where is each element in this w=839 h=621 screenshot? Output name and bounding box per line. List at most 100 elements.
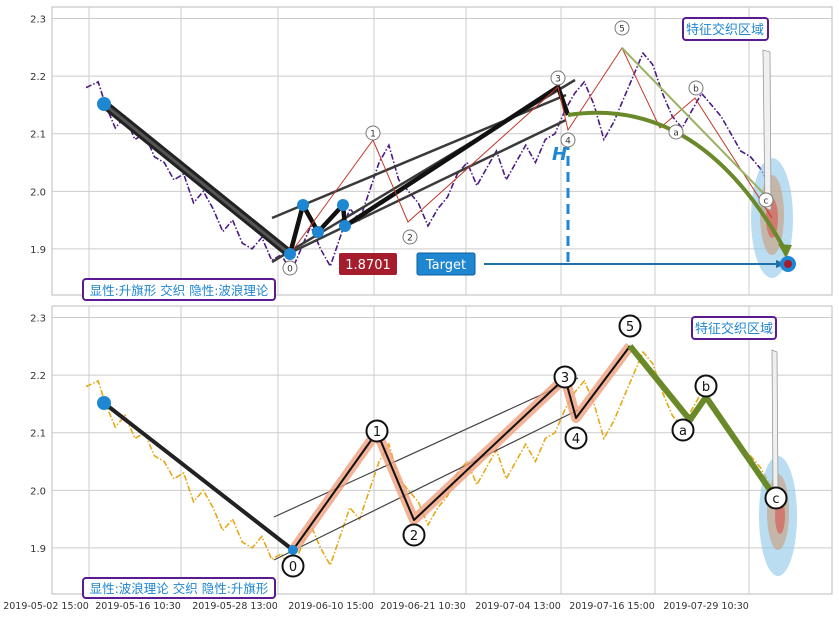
bottom-wave-circle-4: [564, 426, 588, 450]
bottom-dot-start: [97, 396, 111, 410]
top-panel: 1.9 2.0 2.1 2.2 2.3 H: [30, 6, 833, 301]
x-axis-ticks: 2019-05-02 15:00 2019-05-16 10:30 2019-05-…: [3, 601, 749, 612]
bottom-flagpole: [102, 401, 295, 552]
bottom-wave-label-b: b: [702, 380, 710, 395]
top-dot-d: [339, 220, 351, 232]
top-dot-a: [297, 199, 309, 211]
top-ytick-label-3: 2.2: [30, 72, 46, 83]
bottom-ytick-label-4: 2.3: [30, 314, 46, 325]
top-channel-mid: [289, 118, 567, 255]
top-wave-label-1: 1: [370, 130, 376, 140]
bottom-wave-label-1: 1: [373, 425, 381, 440]
top-wave-thin: [289, 46, 773, 255]
bottom-ytick-label-0: 1.9: [30, 544, 46, 555]
bottom-zone-text: 特征交织区域: [695, 321, 773, 337]
top-ytick-label-4: 2.3: [30, 15, 46, 26]
top-zone-text: 特征交织区域: [686, 22, 764, 38]
x-tick-label-4: 2019-06-21 10:30: [380, 601, 466, 612]
top-wave-label-3: 3: [555, 75, 561, 85]
top-wave-label-2: 2: [407, 234, 413, 244]
bottom-ytick-label-1: 2.0: [30, 486, 46, 497]
bottom-wave-label-c: c: [772, 492, 779, 507]
bottom-channel-lower: [273, 409, 579, 561]
top-dot-b: [312, 226, 324, 238]
top-wave-label-5: 5: [619, 25, 625, 35]
top-wave-circle-c: [758, 192, 774, 208]
bottom-plot-frame: [51, 305, 833, 595]
bottom-wave-circle-0: [281, 554, 305, 578]
top-price-tag-text: 1.8701: [345, 258, 391, 273]
top-wave-circle-a: [668, 124, 684, 140]
top-projection-arc: [567, 110, 788, 253]
top-ytick-label-1: 2.0: [30, 187, 46, 198]
bottom-grid: [52, 306, 832, 594]
top-wave-circle-4: [560, 132, 576, 148]
bottom-wave-circle-3: [553, 365, 577, 389]
top-target-dot-core: [784, 260, 792, 268]
top-dot-0: [284, 248, 296, 260]
bottom-wave-label-2: 2: [410, 529, 418, 544]
x-tick-label-0: 2019-05-02 15:00: [3, 601, 89, 612]
bottom-wave-circle-c: [764, 486, 788, 510]
top-ytick-label-2: 2.1: [30, 130, 46, 141]
bottom-corrective-line: [627, 344, 773, 492]
bottom-wave-labels: 0 1 2 3 4 5 a b c: [281, 314, 788, 578]
bottom-wave-circle-5: [618, 314, 642, 338]
top-wave-label-0: 0: [287, 265, 293, 275]
bottom-ytick-label-2: 2.1: [30, 429, 46, 440]
top-price-series: [85, 51, 771, 274]
x-tick-label-3: 2019-06-10 15:00: [288, 601, 374, 612]
bottom-zone-box: [691, 316, 777, 340]
bottom-panel: 1.9 2.0 2.1 2.2 2.3 0 1 2 3 4 5 a b c 特征交织区域 显性:波浪理论…: [30, 305, 833, 599]
bottom-wave-label-5: 5: [626, 320, 634, 335]
bottom-pattern-text: 显性:波浪理论 交织 隐性:升旗形: [90, 581, 269, 596]
top-flagpole-inner: [102, 102, 292, 256]
bottom-wave-circle-b: [694, 374, 718, 398]
top-wave-circle-0: [282, 260, 298, 276]
top-wave-circle-3: [550, 70, 566, 86]
top-grid: [52, 7, 832, 295]
top-wave-circle-1: [365, 125, 381, 141]
top-wave-label-4: 4: [565, 137, 571, 147]
x-tick-label-6: 2019-07-16 15:00: [569, 601, 655, 612]
bottom-wave-label-a: a: [679, 424, 687, 439]
top-target-button: [416, 252, 476, 276]
bottom-ytick-label-3: 2.2: [30, 371, 46, 382]
x-tick-label-1: 2019-05-16 10:30: [95, 601, 181, 612]
top-wave-circle-5: [614, 20, 630, 36]
bottom-pattern-box: [82, 577, 276, 599]
top-price-line: [85, 51, 771, 274]
top-y-ticks: 1.9 2.0 2.1 2.2 2.3: [30, 15, 46, 256]
top-arc-arrowhead: [778, 244, 792, 258]
top-wave-label-b: b: [693, 85, 699, 95]
top-wave-circle-b: [688, 80, 704, 96]
top-zone-box: [682, 17, 769, 41]
bottom-wave-label-0: 0: [289, 560, 297, 575]
x-tick-label-5: 2019-07-04 13:00: [475, 601, 561, 612]
top-wave-5-line: [621, 47, 771, 201]
bottom-price-series: [85, 350, 771, 573]
top-wave-labels: 0 1 2 3 4 5 b a c: [282, 20, 774, 276]
top-ytick-label-0: 1.9: [30, 245, 46, 256]
top-pivot-dots: [97, 97, 351, 260]
bottom-zone-pointer: [771, 349, 779, 491]
top-zone-pointer: [762, 49, 772, 211]
bottom-wave-label-4: 4: [572, 432, 580, 447]
top-h-label: H: [552, 144, 567, 165]
top-pattern-text: 显性:升旗形 交织 隐性:波浪理论: [90, 283, 269, 298]
bottom-y-ticks: 1.9 2.0 2.1 2.2 2.3: [30, 314, 46, 555]
top-dot-c: [337, 199, 349, 211]
bottom-impulse-line: [292, 345, 631, 551]
bottom-wave-circle-2: [402, 523, 426, 547]
top-target-text: Target: [425, 258, 466, 273]
bottom-channel-upper: [273, 377, 579, 518]
bottom-wave-label-3: 3: [561, 371, 569, 386]
x-tick-label-2: 2019-05-28 13:00: [192, 601, 278, 612]
top-wave-label-c: c: [764, 197, 769, 207]
x-tick-label-7: 2019-07-29 10:30: [663, 601, 749, 612]
top-pattern-box: [82, 278, 276, 301]
bottom-wave-circle-1: [365, 419, 389, 443]
bottom-dot-0: [288, 545, 298, 555]
